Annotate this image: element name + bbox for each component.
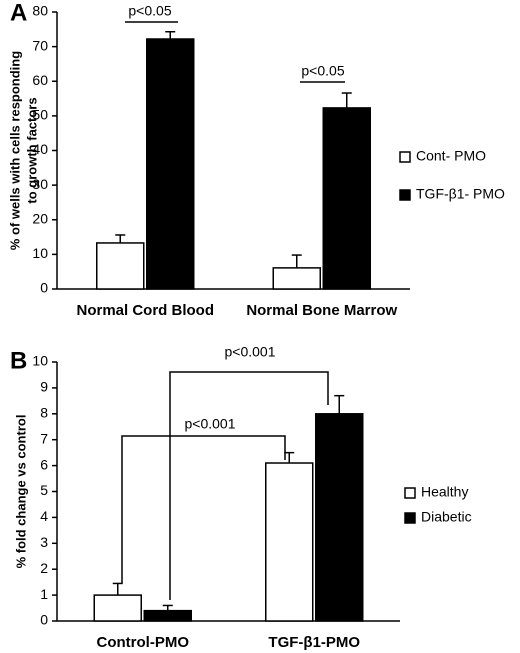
y-tick-label: 30 — [32, 176, 48, 192]
y-tick-label: 80 — [32, 3, 48, 19]
y-axis-label: % fold change vs control — [13, 415, 28, 569]
y-tick-label: 70 — [32, 37, 48, 53]
x-tick-label: Normal Cord Blood — [77, 302, 215, 319]
x-tick-label: Normal Bone Marrow — [246, 302, 397, 319]
y-tick-label: 8 — [40, 405, 48, 421]
bar — [146, 38, 195, 290]
x-tick-label: TGF-β1-PMO — [268, 634, 360, 651]
y-tick-label: 50 — [32, 107, 48, 123]
legend-swatch — [404, 512, 416, 524]
legend-label: Diabetic — [421, 509, 472, 525]
panel-label: A — [10, 0, 27, 26]
significance-bracket — [121, 435, 286, 583]
legend-swatch — [399, 189, 411, 201]
annotation: p<0.001 — [185, 416, 236, 432]
y-tick-label: 5 — [40, 482, 48, 498]
legend-swatch — [399, 151, 411, 163]
y-tick-label: 7 — [40, 430, 48, 446]
panel-label: B — [10, 347, 27, 374]
y-tick-label: 40 — [32, 141, 48, 157]
y-tick-label: 3 — [40, 534, 48, 550]
bar — [322, 107, 371, 290]
y-tick-label: 6 — [40, 456, 48, 472]
annotation: p<0.05 — [301, 63, 344, 79]
y-tick-label: 2 — [40, 560, 48, 576]
y-tick-label: 10 — [32, 245, 48, 261]
y-tick-label: 0 — [40, 280, 48, 296]
y-tick-label: 0 — [40, 612, 48, 628]
bar — [272, 267, 321, 290]
significance-bracket — [169, 371, 329, 600]
bar — [265, 462, 314, 622]
y-tick-label: 4 — [40, 508, 48, 524]
y-tick-label: 60 — [32, 72, 48, 88]
annotation: p<0.001 — [225, 344, 276, 360]
bar — [93, 594, 142, 622]
x-tick-label: Control-PMO — [97, 634, 190, 651]
legend-swatch — [404, 487, 416, 499]
bar — [96, 242, 145, 290]
legend-label: TGF-β1- PMO — [416, 186, 505, 202]
y-tick-label: 20 — [32, 210, 48, 226]
y-axis-label: to growth factors — [24, 97, 39, 203]
bar — [143, 609, 192, 622]
bar — [315, 413, 364, 622]
y-tick-label: 9 — [40, 379, 48, 395]
y-tick-label: 1 — [40, 586, 48, 602]
legend-label: Cont- PMO — [416, 148, 486, 164]
legend-label: Healthy — [421, 484, 468, 500]
y-axis-label: % of wells with cells responding — [7, 51, 22, 250]
y-tick-label: 10 — [32, 353, 48, 369]
annotation: p<0.05 — [128, 3, 171, 19]
